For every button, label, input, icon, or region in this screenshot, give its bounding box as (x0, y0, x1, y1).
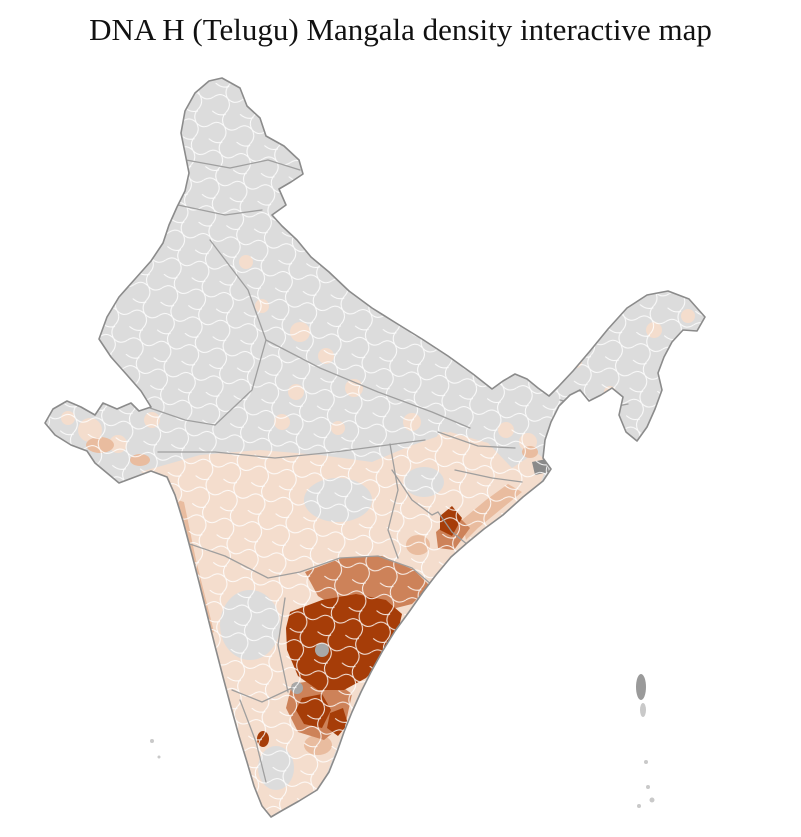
andaman-nicobar-islands[interactable] (636, 674, 655, 808)
lakshadweep-islands[interactable] (150, 739, 161, 759)
page-title: DNA H (Telugu) Mangala density interacti… (89, 12, 712, 47)
district-mesh-overlay (45, 78, 705, 817)
india-outline (44, 77, 706, 818)
